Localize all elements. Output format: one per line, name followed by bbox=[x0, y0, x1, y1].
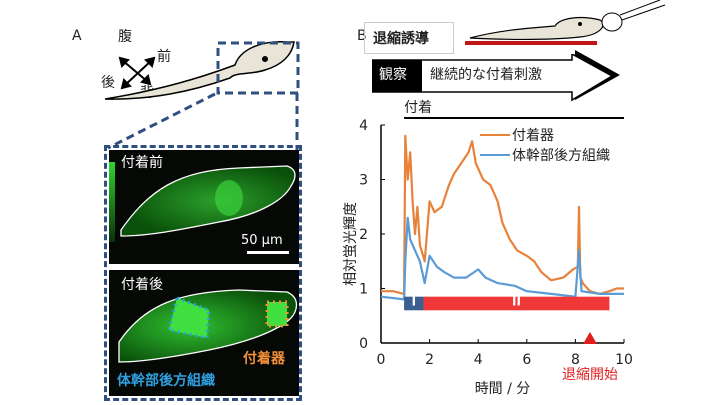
legend-label-1: 体幹部後方組織 bbox=[512, 147, 610, 164]
after-image: 付着後 付着器 体幹部後方組織 bbox=[109, 270, 299, 396]
scale-bar-label: 50 µm bbox=[241, 233, 283, 248]
panel-b-label: B bbox=[357, 28, 367, 44]
axis-ventral: 腹 bbox=[118, 29, 132, 45]
y-tick-label: 0 bbox=[359, 336, 368, 352]
stimulus-arrow bbox=[372, 54, 614, 102]
before-title: 付着前 bbox=[121, 155, 163, 171]
phase-bar-II bbox=[423, 296, 610, 311]
series-line-1 bbox=[380, 216, 624, 301]
attach-label: 付着 bbox=[404, 100, 432, 116]
legend-label-0: 付着器 bbox=[512, 128, 554, 144]
x-tick-label: 10 bbox=[615, 352, 633, 368]
x-tick-label: 2 bbox=[425, 352, 434, 368]
x-axis-label: 時間 / 分 bbox=[475, 381, 531, 397]
magnified-frame bbox=[104, 145, 302, 401]
retraction-marker bbox=[582, 332, 597, 344]
adhesive-organ-label: 付着器 bbox=[243, 351, 285, 367]
x-tick-label: 8 bbox=[571, 352, 580, 368]
phase-label-I: I bbox=[412, 294, 416, 308]
x-tick-label: 0 bbox=[377, 352, 386, 368]
larva-body bbox=[104, 41, 295, 100]
intensity-bar bbox=[109, 162, 115, 242]
scale-bar bbox=[247, 251, 289, 254]
larva-drawing bbox=[104, 41, 300, 155]
axis-anterior: 前 bbox=[157, 49, 171, 65]
x-tick-label: 4 bbox=[474, 352, 483, 368]
x-tick-label: 6 bbox=[522, 352, 531, 368]
orientation-arrows-icon bbox=[118, 56, 156, 90]
y-axis-label: 相対蛍光輝度 bbox=[343, 202, 359, 286]
series-line-0 bbox=[381, 134, 624, 295]
y-tick-label: 3 bbox=[359, 173, 368, 189]
phase-bar-I bbox=[404, 296, 424, 311]
panel-a-label: A bbox=[72, 28, 82, 44]
induction-box: 退縮誘導 bbox=[364, 22, 454, 54]
before-image: 付着前 50 µm bbox=[109, 150, 299, 264]
y-tick-label: 2 bbox=[359, 227, 368, 243]
substrate-bar bbox=[465, 41, 597, 45]
trunk-label: 体幹部後方組織 bbox=[117, 373, 215, 389]
retraction-label: 退縮開始 bbox=[562, 367, 618, 383]
zoom-box bbox=[216, 41, 300, 95]
y-tick-label: 4 bbox=[359, 118, 368, 134]
after-title: 付着後 bbox=[121, 277, 163, 293]
y-tick-label: 1 bbox=[359, 282, 368, 298]
stimulus-label: 継続的な付着刺激 bbox=[430, 67, 542, 83]
phase-label-II: II bbox=[512, 294, 521, 308]
observe-label: 観察 bbox=[379, 67, 407, 83]
axis-posterior: 後 bbox=[101, 75, 115, 91]
